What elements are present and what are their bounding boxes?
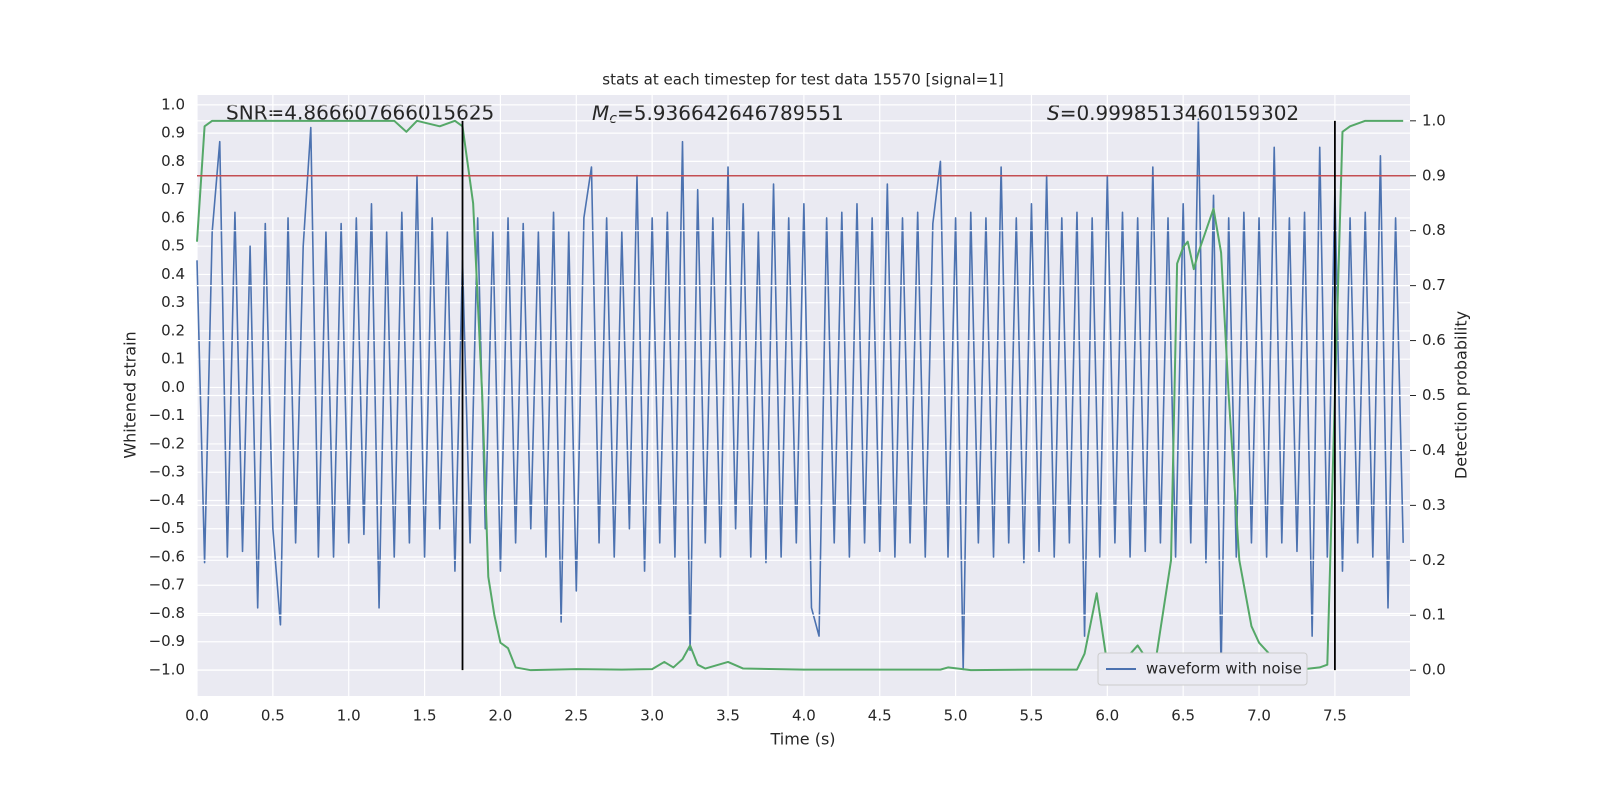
y2-axis-label: Detection probability — [1452, 311, 1471, 479]
x-tick-label: 3.0 — [640, 707, 664, 725]
x-tick-label: 1.0 — [337, 707, 361, 725]
y-tick-label: 0.6 — [161, 208, 185, 226]
annotation-symbol: M — [592, 101, 609, 125]
x-tick-label: 2.5 — [564, 707, 588, 725]
x-tick-label: 0.5 — [261, 707, 285, 725]
y-tick-label: −0.5 — [149, 519, 185, 537]
y-axis-label: Whitened strain — [121, 331, 140, 458]
marks — [196, 118, 1410, 672]
y2-tick-label: 0.6 — [1422, 331, 1446, 349]
legend: waveform with noise — [1097, 652, 1308, 686]
x-tick-label: 0.0 — [185, 707, 209, 725]
grid: 0.0 0.5 1.0 1.5 2.0 2.5 3.0 3.5 4.0 4.5 5.0 5.5 6.0 6… — [149, 95, 1446, 725]
y-tick-label: 0.1 — [161, 350, 185, 368]
y-tick-label: −0.6 — [149, 547, 185, 565]
y-tick-label: 1.0 — [161, 95, 185, 113]
y2-tick-label: 0.9 — [1422, 166, 1446, 184]
x-tick-label: 3.5 — [716, 707, 740, 725]
y-tick-label: −0.4 — [149, 491, 185, 509]
y2-tick-label: 0.7 — [1422, 276, 1446, 294]
annotation-symbol: S — [1047, 101, 1060, 125]
x-tick-label: 6.0 — [1095, 707, 1119, 725]
y-tick-label: 0.9 — [161, 124, 185, 142]
legend-box — [1097, 652, 1308, 686]
y2-tick-label: 1.0 — [1422, 111, 1446, 129]
x-tick-label: 5.0 — [944, 707, 968, 725]
y-tick-label: 0.0 — [161, 378, 185, 396]
annotation-subscript: c — [609, 111, 617, 127]
x-axis-label: Time (s) — [769, 730, 835, 749]
y2-tick-label: 0.0 — [1422, 661, 1446, 679]
legend-label: waveform with noise — [1146, 660, 1302, 678]
y2-tick-label: 0.8 — [1422, 221, 1446, 239]
y-tick-label: −1.0 — [149, 661, 185, 679]
x-tick-label: 4.5 — [868, 707, 892, 725]
y2-tick-label: 0.2 — [1422, 551, 1446, 569]
y-tick-label: −0.9 — [149, 632, 185, 650]
series-line — [196, 119, 1404, 672]
x-tick-label: 7.5 — [1323, 707, 1347, 725]
y-tick-label: −0.8 — [149, 604, 185, 622]
y2-tick-label: 0.4 — [1422, 441, 1446, 459]
y2-tick-label: 0.3 — [1422, 496, 1446, 514]
y-tick-label: −0.1 — [149, 406, 185, 424]
chart-title: stats at each timestep for test data 155… — [602, 71, 1003, 89]
y-tick-label: 0.4 — [161, 265, 185, 283]
x-tick-label: 2.0 — [489, 707, 513, 725]
y2-tick-label: 0.5 — [1422, 386, 1446, 404]
y-tick-label: 0.8 — [161, 152, 185, 170]
y-tick-label: −0.3 — [149, 463, 185, 481]
y2-tick-label: 0.1 — [1422, 606, 1446, 624]
y-tick-label: 0.7 — [161, 180, 185, 198]
y-tick-label: −0.2 — [149, 434, 185, 452]
y-tick-label: 0.3 — [161, 293, 185, 311]
x-tick-label: 6.5 — [1171, 707, 1195, 725]
y-tick-label: 0.5 — [161, 237, 185, 255]
y-tick-label: −0.7 — [149, 576, 185, 594]
x-tick-label: 1.5 — [413, 707, 437, 725]
y-tick-label: 0.2 — [161, 321, 185, 339]
x-tick-label: 4.0 — [792, 707, 816, 725]
x-tick-label: 5.5 — [1020, 707, 1044, 725]
x-tick-label: 7.0 — [1247, 707, 1271, 725]
